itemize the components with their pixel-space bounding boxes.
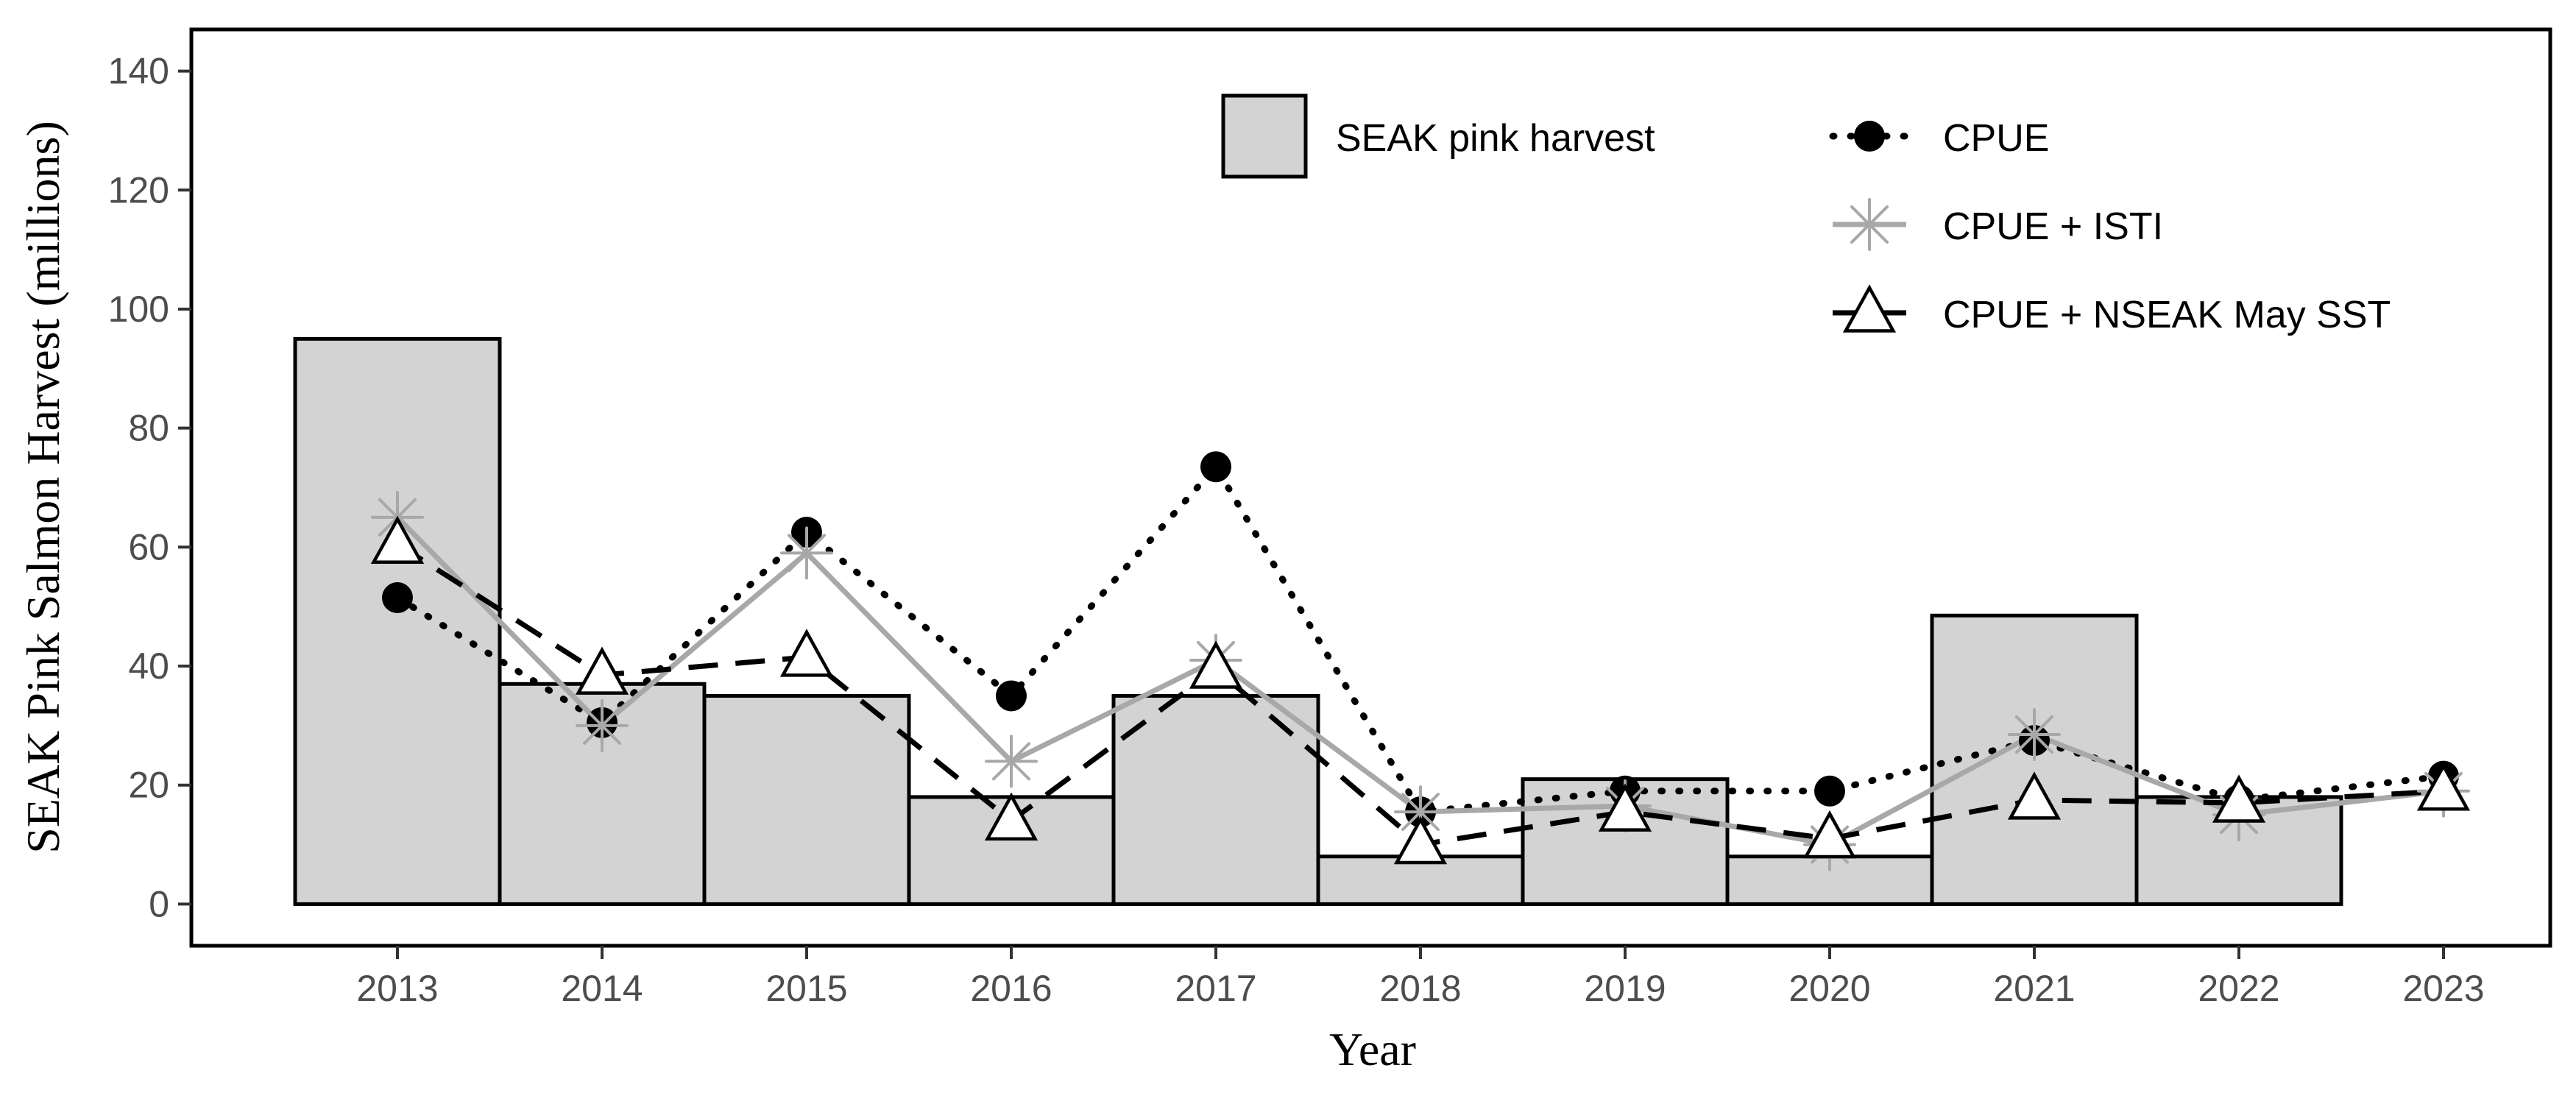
x-tick-label-2014: 2014 [561, 968, 643, 1009]
x-tick-label-2019: 2019 [1584, 968, 1666, 1009]
marker-cpue-nseak-may-sst-2022 [2212, 774, 2266, 823]
legend-label-bars: SEAK pink harvest [1336, 117, 1655, 160]
legend-label-cpue-isti: CPUE + ISTI [1943, 205, 2163, 248]
y-tick-label-120: 120 [108, 169, 169, 210]
marker-cpue-2013 [382, 582, 413, 614]
marker-cpue-nseak-may-sst-2015 [779, 629, 834, 677]
x-tick-label-2017: 2017 [1175, 968, 1256, 1009]
marker-cpue-nseak-may-sst-2016 [984, 792, 1038, 841]
marker-cpue-nseak-may-sst-2017 [1189, 640, 1243, 689]
x-axis-ticks: 2013 2014 2015 2016 2017 2018 2019 2020 2021 2022… [356, 946, 2485, 1009]
y-axis-ticks: 0 20 40 60 80 100 120 140 [108, 51, 191, 924]
legend-key-bars [1221, 93, 1308, 179]
markers-layer [370, 451, 2471, 871]
x-tick-label-2021: 2021 [1993, 968, 2075, 1009]
marker-cpue-isti-2015 [780, 526, 833, 580]
x-tick-label-2023: 2023 [2402, 968, 2484, 1009]
marker-cpue-2017 [1200, 451, 1231, 483]
marker-cpue-2020 [1814, 775, 1845, 807]
x-tick-label-2016: 2016 [970, 968, 1052, 1009]
marker-cpue-isti-2021 [2008, 708, 2061, 762]
x-tick-label-2015: 2015 [765, 968, 847, 1009]
y-tick-label-0: 0 [149, 883, 169, 924]
marker-cpue-isti-2016 [985, 735, 1038, 788]
series-line-cpue [394, 463, 2447, 815]
bar-2020 [1725, 854, 1934, 906]
legend-marker-cpue [1854, 121, 1885, 152]
y-tick-label-20: 20 [128, 765, 169, 806]
x-tick-label-2022: 2022 [2198, 968, 2279, 1009]
y-axis-title: SEAK Pink Salmon Harvest (millions) [17, 121, 69, 854]
x-axis-title: Year [1329, 1023, 1416, 1075]
marker-cpue-2016 [996, 680, 1027, 712]
bar-2017 [1111, 693, 1320, 906]
x-tick-label-2020: 2020 [1788, 968, 1870, 1009]
bar-2013 [293, 336, 502, 906]
y-tick-label-60: 60 [128, 526, 169, 567]
marker-cpue-isti-2014 [576, 698, 629, 752]
legend: SEAK pink harvest CPUE CPUE + ISTI CPUE … [1221, 93, 2391, 336]
legend-label-cpue-sst: CPUE + NSEAK May SST [1943, 294, 2391, 336]
marker-cpue-nseak-may-sst-2014 [575, 646, 629, 695]
marker-cpue-nseak-may-sst-2018 [1393, 815, 1448, 865]
marker-cpue-nseak-may-sst-2019 [1598, 783, 1652, 832]
x-tick-label-2013: 2013 [356, 968, 438, 1009]
marker-cpue-nseak-may-sst-2013 [370, 515, 425, 565]
bar-2018 [1316, 854, 1525, 906]
legend-marker-cpue-nseak-may-sst [1842, 284, 1897, 333]
bar-2015 [702, 693, 911, 906]
legend-marker-cpue-isti [1843, 198, 1896, 251]
legend-series [1829, 121, 1910, 333]
y-tick-label-140: 140 [108, 51, 169, 92]
x-tick-label-2018: 2018 [1379, 968, 1461, 1009]
marker-cpue-nseak-may-sst-2020 [1802, 810, 1857, 859]
marker-cpue-nseak-may-sst-2021 [2007, 771, 2062, 820]
legend-label-cpue: CPUE [1943, 117, 2049, 160]
y-tick-label-80: 80 [128, 408, 169, 449]
y-tick-label-40: 40 [128, 645, 169, 687]
y-tick-label-100: 100 [108, 289, 169, 330]
bar-2016 [907, 795, 1116, 906]
bars-layer [293, 336, 2343, 906]
marker-cpue-nseak-may-sst-2023 [2416, 762, 2471, 811]
